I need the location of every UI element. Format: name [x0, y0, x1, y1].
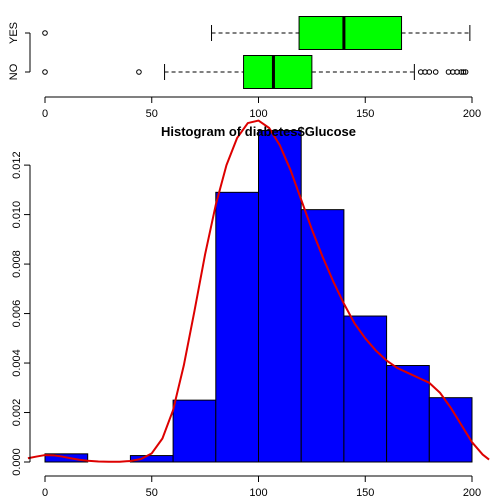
boxplot-group-label-no: NO — [8, 63, 20, 80]
boxplot-x-tick-label: 50 — [146, 108, 158, 120]
histogram-bar — [129, 455, 174, 463]
histogram-panel: 0.000 0.002 0.004 0.006 0.008 0.010 0.012 0 50 10… — [11, 119, 490, 499]
histogram-y-tick-label: 0.006 — [11, 300, 23, 328]
histogram-y-tick-label: 0.010 — [11, 201, 23, 229]
histogram-bar — [343, 315, 388, 463]
outlier-point-no — [432, 69, 439, 75]
outlier-point-no — [136, 69, 142, 75]
boxplot-x-tick-label: 200 — [463, 108, 481, 120]
histogram-bar — [172, 399, 217, 463]
histogram-title: Histogram of diabetes$Glucose — [161, 124, 356, 139]
outlier-point-no — [42, 69, 48, 75]
outlier-point-yes — [42, 30, 48, 36]
boxplot-group-label-yes: YES — [8, 22, 20, 44]
histogram-bar — [386, 365, 430, 463]
histogram-x-tick-label: 150 — [356, 487, 374, 499]
box-no — [243, 55, 313, 89]
histogram-x-tick-label: 100 — [249, 487, 267, 499]
density-curve — [27, 119, 490, 463]
histogram-y-tick-label: 0.004 — [11, 349, 23, 377]
histogram-x-tick-label: 50 — [146, 487, 158, 499]
boxplot-x-tick-label: 0 — [42, 108, 48, 120]
box-yes — [298, 16, 403, 50]
histogram-bar — [215, 191, 260, 463]
histogram-x-tick-label: 200 — [463, 487, 481, 499]
histogram-y-tick-label: 0.012 — [11, 151, 23, 179]
histogram-y-tick-label: 0.000 — [11, 448, 23, 476]
histogram-y-tick-label: 0.002 — [11, 399, 23, 427]
outlier-point-no — [460, 69, 467, 75]
histogram-bar — [300, 209, 345, 463]
histogram-y-tick-label: 0.008 — [11, 250, 23, 278]
outlier-point-no — [462, 69, 469, 75]
boxplot-x-tick-label: 150 — [356, 108, 374, 120]
histogram-x-tick-label: 0 — [42, 487, 48, 499]
boxplot-panel: NO YES 0 50 100 150 200 — [8, 16, 481, 120]
outlier-point-no — [426, 69, 433, 75]
boxplot-x-tick-label: 100 — [249, 108, 267, 120]
histogram-bar — [258, 129, 302, 463]
